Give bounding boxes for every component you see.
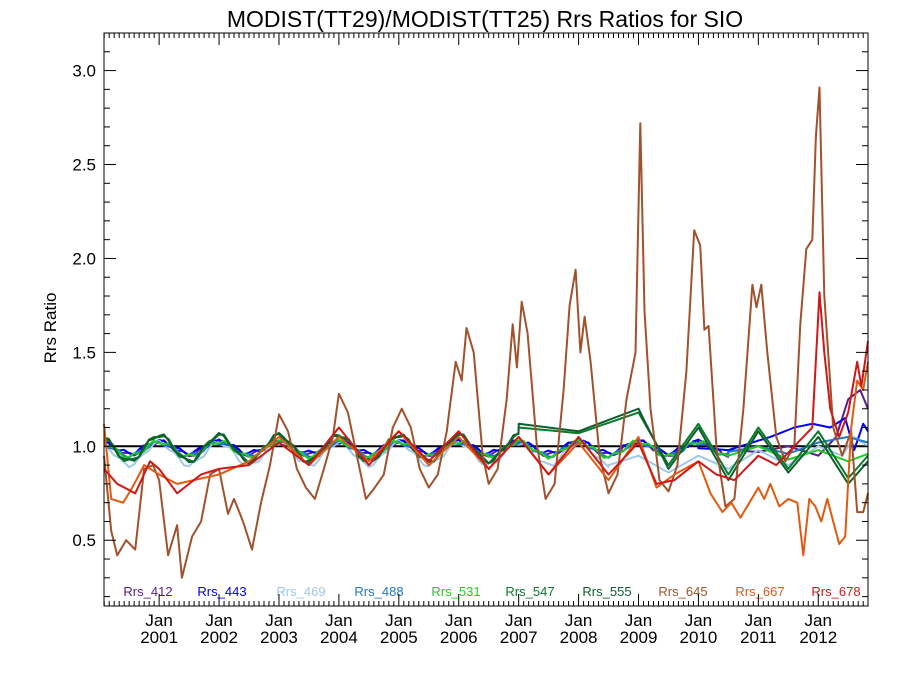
legend-entry-rrs_667: Rrs_667 xyxy=(735,584,784,599)
series-layer xyxy=(103,86,869,579)
x-tick-label-month: Jan xyxy=(445,611,472,630)
x-tick-label-month: Jan xyxy=(385,611,412,630)
plot-frame xyxy=(103,32,869,607)
y-tick-label: 2.0 xyxy=(72,249,96,268)
y-tick-label: 0.5 xyxy=(72,531,96,550)
y-axis: 0.5 1.0 1.5 2.0 2.5 3.0 xyxy=(72,32,868,598)
legend: Rrs_412 Rrs_443 Rrs_469 Rrs_488 Rrs_531 Rrs_5… xyxy=(123,584,860,599)
x-tick-label-year: 2009 xyxy=(620,628,658,647)
x-tick-label-year: 2007 xyxy=(500,628,538,647)
x-tick-label-month: Jan xyxy=(205,611,232,630)
series-line-rrs_678 xyxy=(103,291,869,495)
x-tick-label-year: 2003 xyxy=(260,628,298,647)
legend-entry-rrs_488: Rrs_488 xyxy=(354,584,403,599)
x-tick-label-month: Jan xyxy=(145,611,172,630)
legend-entry-rrs_412: Rrs_412 xyxy=(123,584,172,599)
y-tick-label: 2.5 xyxy=(72,156,96,175)
x-tick-label-year: 2005 xyxy=(380,628,418,647)
x-tick-label-month: Jan xyxy=(505,611,532,630)
legend-entry-rrs_443: Rrs_443 xyxy=(197,584,246,599)
y-axis-label: Rrs Ratio xyxy=(41,293,60,364)
legend-entry-rrs_531: Rrs_531 xyxy=(431,584,480,599)
x-tick-label-month: Jan xyxy=(325,611,352,630)
x-tick-label-month: Jan xyxy=(265,611,292,630)
x-tick-label-month: Jan xyxy=(625,611,652,630)
x-tick-label-year: 2006 xyxy=(440,628,478,647)
x-tick-label-year: 2002 xyxy=(200,628,238,647)
legend-entry-rrs_555: Rrs_555 xyxy=(582,584,631,599)
legend-entry-rrs_678: Rrs_678 xyxy=(811,584,860,599)
series-line-rrs_555 xyxy=(103,407,869,485)
x-tick-label-year: 2010 xyxy=(680,628,718,647)
legend-entry-rrs_469: Rrs_469 xyxy=(276,584,325,599)
x-tick-label-month: Jan xyxy=(805,611,832,630)
x-axis: Jan2001Jan2002Jan2003Jan2004Jan2005Jan20… xyxy=(103,33,864,647)
y-tick-label: 1.5 xyxy=(72,343,96,362)
y-tick-label: 1.0 xyxy=(72,437,96,456)
legend-entry-rrs_645: Rrs_645 xyxy=(658,584,707,599)
x-tick-label-month: Jan xyxy=(745,611,772,630)
x-tick-label-year: 2008 xyxy=(560,628,598,647)
legend-entry-rrs_547: Rrs_547 xyxy=(505,584,554,599)
y-tick-label: 3.0 xyxy=(72,62,96,81)
series-line-rrs_667 xyxy=(103,361,869,557)
series-line-rrs_645 xyxy=(103,86,869,579)
x-tick-label-year: 2001 xyxy=(140,628,178,647)
chart-title: MODIST(TT29)/MODIST(TT25) Rrs Ratios for… xyxy=(227,6,743,32)
x-tick-label-year: 2004 xyxy=(320,628,358,647)
x-tick-label-year: 2011 xyxy=(740,628,777,647)
x-tick-label-month: Jan xyxy=(685,611,712,630)
x-tick-label-year: 2012 xyxy=(799,628,837,647)
x-tick-label-month: Jan xyxy=(565,611,592,630)
